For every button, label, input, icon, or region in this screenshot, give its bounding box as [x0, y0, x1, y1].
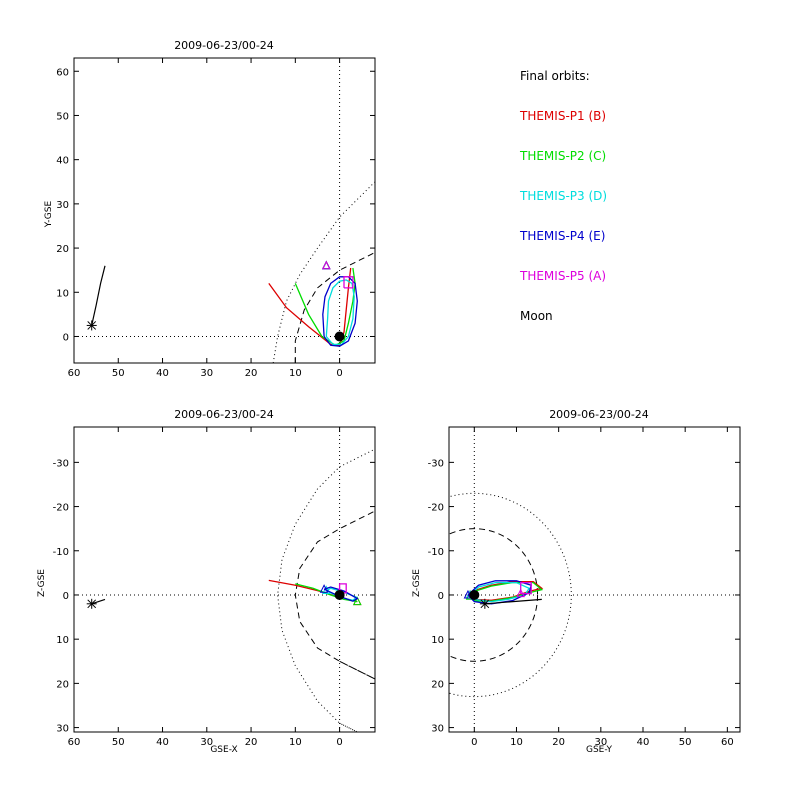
y-tick-label: -30 [53, 458, 69, 469]
legend-entry-p3: THEMIS-P3 (D) [519, 189, 607, 203]
spacecraft-marker [352, 596, 362, 606]
y-tick-label: 30 [56, 724, 69, 735]
panel-yz-xlabel: GSE-Y [586, 745, 613, 755]
y-tick-label: 0 [63, 591, 69, 602]
x-tick-label: 20 [552, 737, 565, 748]
panel-yz-title: 2009-06-23/00-24 [549, 408, 649, 421]
bow-shock-curve [272, 181, 375, 363]
y-tick-label: 30 [56, 200, 69, 211]
y-tick-label: 0 [438, 591, 444, 602]
panel-xy-ylabel: Y-GSE [44, 201, 54, 229]
y-tick-label: -10 [53, 547, 69, 558]
legend-heading: Final orbits: [520, 69, 590, 83]
panel-yz-ylabel: Z-GSE [412, 569, 422, 597]
y-tick-label: -30 [428, 458, 444, 469]
x-tick-label: 40 [156, 737, 169, 748]
x-tick-label: 40 [156, 368, 169, 379]
y-tick-label: 10 [431, 635, 444, 646]
plot-frame [448, 426, 741, 733]
moon-track [484, 598, 542, 605]
x-tick-label: 10 [289, 737, 302, 748]
spacecraft-marker [516, 588, 526, 598]
legend-entry-p4: THEMIS-P4 (E) [519, 229, 605, 243]
plot-frame [73, 426, 376, 733]
x-tick-label: 10 [289, 368, 302, 379]
moon-marker [86, 598, 97, 609]
moon-track [91, 598, 106, 605]
earth-marker [334, 589, 345, 600]
y-tick-label: 20 [56, 679, 69, 690]
legend-entry-p1: THEMIS-P1 (B) [519, 109, 606, 123]
panel-xz-ylabel: Z-GSE [37, 569, 47, 597]
y-tick-label: 50 [56, 111, 69, 122]
y-tick-label: 20 [431, 679, 444, 690]
x-tick-label: 60 [68, 737, 81, 748]
y-tick-label: 10 [56, 635, 69, 646]
x-tick-label: 50 [112, 368, 125, 379]
earth-marker [334, 331, 345, 342]
magnetopause-curve [294, 252, 375, 363]
legend-entry-p2: THEMIS-P2 (C) [519, 149, 606, 163]
y-tick-label: 40 [56, 156, 69, 167]
x-tick-label: 30 [200, 737, 213, 748]
x-tick-label: 10 [510, 737, 523, 748]
legend-entry-p5: THEMIS-P5 (A) [519, 269, 606, 283]
moon-track [91, 265, 106, 326]
y-tick-label: 30 [431, 724, 444, 735]
x-tick-label: 0 [471, 737, 477, 748]
y-tick-label: 60 [56, 67, 69, 78]
y-tick-label: 10 [56, 288, 69, 299]
x-tick-label: 20 [245, 737, 258, 748]
x-tick-label: 20 [245, 368, 258, 379]
x-tick-label: 0 [336, 737, 342, 748]
earth-marker [469, 589, 480, 600]
x-tick-label: 50 [679, 737, 692, 748]
spacecraft-marker [319, 584, 329, 593]
y-tick-label: 20 [56, 244, 69, 255]
legend-entry-moon: Moon [520, 309, 553, 323]
magnetopause-curve [294, 510, 375, 680]
orbit-themis-p5-a [343, 276, 354, 289]
panel-xz: 60 50 40 30 20 10 0 30 20 10 0 -10 -20 -30 [53, 426, 376, 748]
x-tick-label: 0 [336, 368, 342, 379]
plot-frame [73, 57, 376, 364]
bow-shock-curve [449, 492, 572, 698]
magnetopause-curve [449, 528, 539, 662]
x-tick-label: 40 [637, 737, 650, 748]
orbit-themis-p5-a [520, 581, 532, 595]
x-tick-label: 60 [68, 368, 81, 379]
x-tick-label: 30 [200, 368, 213, 379]
x-tick-label: 30 [594, 737, 607, 748]
panel-yz: 0 10 20 30 40 50 60 30 20 10 0 -10 -20 -30 [428, 426, 741, 748]
panel-xz-xlabel: GSE-X [210, 745, 237, 755]
y-tick-label: -10 [428, 547, 444, 558]
orbit-themis-p1-b [268, 267, 352, 346]
moon-marker [479, 598, 490, 609]
spacecraft-marker [321, 260, 331, 270]
x-tick-label: 50 [112, 737, 125, 748]
x-tick-label: 60 [721, 737, 734, 748]
panel-xy-title: 2009-06-23/00-24 [174, 39, 274, 52]
bow-shock-curve [277, 448, 375, 732]
y-tick-label: -20 [428, 503, 444, 514]
y-tick-label: 0 [63, 332, 69, 343]
panel-xz-title: 2009-06-23/00-24 [174, 408, 274, 421]
orbit-themis-p4-e [467, 580, 532, 605]
orbit-themis-p3-d [469, 581, 531, 603]
orbit-themis-p1-b [469, 581, 544, 601]
moon-marker [86, 320, 97, 331]
panel-xy: 60 50 40 30 20 10 0 0 10 20 30 40 50 60 [56, 57, 376, 379]
y-tick-label: -20 [53, 503, 69, 514]
legend: Final orbits: THEMIS-P1 (B) THEMIS-P2 (C… [519, 69, 607, 323]
orbit-themis-p4-e [322, 276, 358, 347]
